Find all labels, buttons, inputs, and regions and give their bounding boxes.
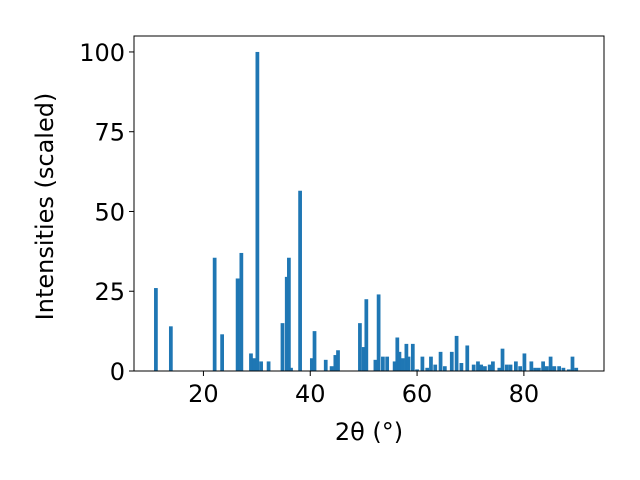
bar <box>433 364 438 371</box>
bar <box>284 276 289 371</box>
bar <box>479 364 484 371</box>
bar <box>438 351 443 371</box>
bar <box>252 358 257 371</box>
bar <box>544 366 549 371</box>
bar <box>449 351 454 371</box>
bar <box>459 363 464 371</box>
bar <box>574 367 579 371</box>
bar <box>239 252 244 371</box>
bar <box>289 367 293 371</box>
bar <box>400 358 405 371</box>
bar <box>168 326 173 371</box>
bar <box>280 323 285 371</box>
bars-group <box>154 51 579 371</box>
bar <box>487 364 492 371</box>
bar <box>557 366 562 371</box>
bar <box>465 345 470 371</box>
bar <box>561 367 566 371</box>
bar <box>287 257 291 371</box>
bar <box>533 367 537 371</box>
bar <box>500 348 505 371</box>
bar <box>425 367 430 371</box>
bar <box>364 299 369 371</box>
bar <box>333 355 338 371</box>
bar <box>566 369 571 371</box>
bar <box>541 361 545 371</box>
bar <box>298 190 302 371</box>
bar <box>406 356 411 371</box>
bar <box>312 331 317 371</box>
bar <box>483 366 487 371</box>
y-tick-label: 100 <box>79 39 125 67</box>
plot-frame <box>133 35 605 372</box>
bar <box>385 356 390 371</box>
bar <box>529 361 534 371</box>
y-tick-label: 75 <box>94 119 125 147</box>
x-tick-label: 60 <box>402 380 433 408</box>
bar <box>548 356 553 371</box>
bar <box>259 361 263 371</box>
bar <box>309 358 314 371</box>
bar <box>476 361 480 371</box>
bar <box>395 337 400 371</box>
bar <box>266 361 271 371</box>
bar <box>454 335 459 371</box>
bar <box>497 367 502 371</box>
bar <box>410 343 415 371</box>
bar <box>392 361 397 371</box>
bar <box>361 347 366 371</box>
bar <box>570 356 575 371</box>
y-tick-label: 25 <box>94 278 125 306</box>
bar <box>235 278 240 371</box>
bar <box>255 51 260 371</box>
x-tick-label: 40 <box>295 380 326 408</box>
bar <box>373 359 378 371</box>
bar <box>358 323 362 371</box>
bar <box>514 361 518 371</box>
bar <box>249 353 253 371</box>
y-axis-label: Intensities (scaled) <box>31 93 59 321</box>
bar <box>504 364 509 371</box>
bar <box>381 356 385 371</box>
y-tick-label: 0 <box>110 358 125 386</box>
y-tick-label: 50 <box>94 198 125 226</box>
bar <box>552 366 557 371</box>
x-tick-label: 80 <box>509 380 540 408</box>
bar <box>522 353 527 371</box>
y-axis-ticks: 0 25 50 75 100 <box>79 39 134 386</box>
bar <box>471 364 476 371</box>
bar <box>329 366 334 371</box>
bar <box>415 369 419 371</box>
bar <box>508 364 513 371</box>
bar <box>420 356 425 371</box>
bar <box>491 361 495 371</box>
x-tick-label: 20 <box>188 380 219 408</box>
bar <box>429 356 433 371</box>
bar <box>404 343 409 371</box>
bar <box>154 288 158 371</box>
bar <box>442 366 447 371</box>
x-axis-ticks: 20 40 60 80 <box>188 371 539 408</box>
bar <box>397 351 402 371</box>
bar <box>220 334 224 371</box>
bar <box>518 366 523 371</box>
bar <box>212 257 217 371</box>
bar <box>336 350 340 371</box>
bar <box>323 359 328 371</box>
bar <box>376 294 381 371</box>
x-axis-label: 2θ (°) <box>335 418 403 446</box>
bar <box>536 367 541 371</box>
